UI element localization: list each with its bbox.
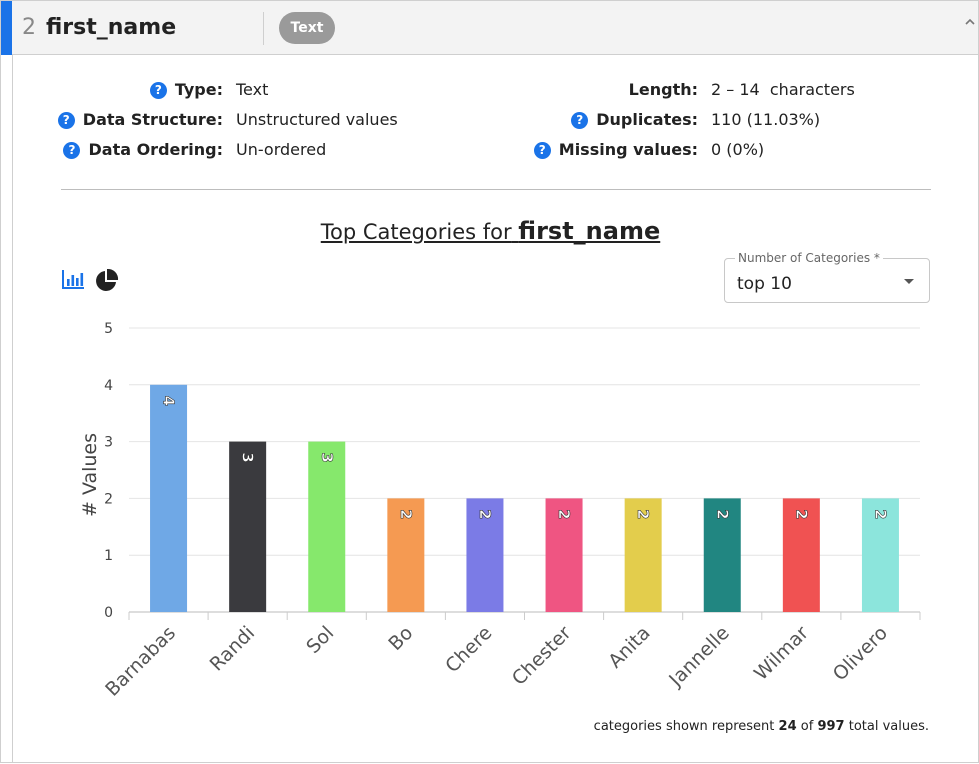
chart-title-column: first_name bbox=[518, 217, 661, 245]
card-body bbox=[12, 55, 979, 763]
type-badge: Text bbox=[279, 12, 335, 44]
stat-label: Duplicates: bbox=[596, 110, 698, 129]
y-tick-label: 5 bbox=[104, 321, 113, 337]
y-tick-label: 0 bbox=[104, 605, 113, 621]
bar bbox=[466, 498, 504, 612]
caret-down-icon bbox=[904, 279, 914, 284]
bar bbox=[387, 498, 425, 612]
bar bbox=[229, 441, 267, 612]
select-label: Number of Categories * bbox=[735, 250, 883, 266]
data-label: 3 bbox=[318, 452, 336, 462]
footnote-total-count: 997 bbox=[817, 719, 845, 734]
bar bbox=[782, 498, 820, 612]
y-tick-label: 3 bbox=[104, 435, 113, 451]
x-tick-label: Randi bbox=[206, 622, 260, 676]
y-axis-label: # Values bbox=[79, 433, 101, 517]
y-tick-label: 1 bbox=[104, 548, 113, 564]
categories-footnote: categories shown represent 24 of 997 tot… bbox=[594, 718, 929, 736]
help-icon[interactable]: ? bbox=[63, 142, 81, 159]
stat-label: Data Structure: bbox=[82, 110, 223, 129]
stat-label: Data Ordering: bbox=[88, 140, 223, 159]
footnote-text: of bbox=[800, 719, 814, 734]
stat-value: 0 (0%) bbox=[711, 140, 765, 159]
stat-length: Length: bbox=[1, 78, 698, 102]
data-label: 2 bbox=[634, 509, 652, 519]
stat-data-structure: ? Data Structure: bbox=[1, 108, 223, 132]
stat-duplicates: ? Duplicates: bbox=[1, 108, 698, 132]
stat-value: 110 (11.03%) bbox=[711, 110, 821, 129]
bar bbox=[150, 384, 188, 612]
stat-label: Type: bbox=[174, 80, 223, 99]
pie-chart-icon[interactable] bbox=[94, 268, 119, 293]
help-icon[interactable]: ? bbox=[571, 112, 589, 129]
chevron-up-icon[interactable] bbox=[963, 15, 977, 29]
bar bbox=[861, 498, 899, 612]
data-label: 2 bbox=[792, 509, 810, 519]
data-label: 2 bbox=[397, 509, 415, 519]
x-tick-label: Bo bbox=[384, 622, 417, 655]
help-icon[interactable]: ? bbox=[533, 142, 551, 159]
x-tick-label: Wilmar bbox=[750, 622, 813, 685]
y-tick-label: 4 bbox=[104, 378, 113, 394]
number-of-categories-select[interactable]: Number of Categories * top 10 bbox=[724, 250, 930, 303]
bar bbox=[545, 498, 583, 612]
data-label: 2 bbox=[713, 509, 731, 519]
x-tick-label: Chester bbox=[508, 622, 576, 690]
bar bbox=[703, 498, 741, 612]
bar bbox=[624, 498, 662, 612]
footnote-text: categories shown represent bbox=[593, 719, 775, 734]
help-icon[interactable]: ? bbox=[57, 112, 75, 129]
bar-chart-icon[interactable] bbox=[61, 269, 85, 291]
stat-label: Missing values: bbox=[558, 140, 698, 159]
section-divider bbox=[61, 189, 931, 190]
header-accent-bar bbox=[1, 1, 12, 55]
stat-value: Un-ordered bbox=[236, 140, 327, 159]
bar bbox=[308, 441, 346, 612]
chart-title-prefix: Top Categories for bbox=[320, 220, 512, 244]
y-tick-label: 2 bbox=[104, 491, 113, 507]
x-tick-label: Anita bbox=[604, 622, 655, 673]
data-label: 2 bbox=[476, 509, 494, 519]
data-label: 2 bbox=[555, 509, 573, 519]
help-icon[interactable]: ? bbox=[149, 82, 167, 99]
footnote-shown-count: 24 bbox=[778, 719, 797, 734]
card-header[interactable]: 2 first_name Text bbox=[1, 1, 978, 55]
stat-value: Text bbox=[236, 80, 269, 99]
header-divider bbox=[263, 12, 264, 45]
stat-value: Unstructured values bbox=[236, 110, 398, 129]
stat-label: Length: bbox=[628, 80, 698, 99]
data-label: 4 bbox=[160, 396, 178, 406]
data-label: 2 bbox=[871, 509, 889, 519]
stat-data-ordering: ? Data Ordering: bbox=[1, 138, 223, 162]
stat-value: 2 – 14 characters bbox=[711, 80, 855, 99]
chart-title: Top Categories for first_name bbox=[1, 215, 979, 248]
stat-type: ? Type: bbox=[1, 78, 223, 102]
x-tick-label: Barnabas bbox=[101, 622, 180, 701]
x-tick-label: Olivero bbox=[829, 622, 892, 685]
select-value: top 10 bbox=[737, 274, 792, 294]
x-tick-label: Jannelle bbox=[664, 622, 733, 691]
footnote-text: total values. bbox=[848, 719, 929, 734]
column-name: first_name bbox=[46, 15, 177, 40]
x-tick-label: Sol bbox=[302, 622, 338, 658]
x-tick-label: Chere bbox=[441, 622, 496, 677]
data-label: 3 bbox=[239, 452, 257, 462]
column-index: 2 bbox=[22, 15, 36, 40]
stat-missing-values: ? Missing values: bbox=[1, 138, 698, 162]
